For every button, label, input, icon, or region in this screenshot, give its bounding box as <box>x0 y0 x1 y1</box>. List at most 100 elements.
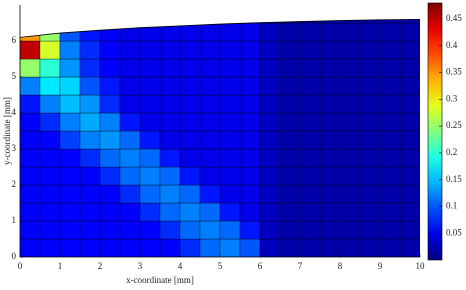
cell <box>79 58 101 78</box>
cell <box>179 40 201 60</box>
cell <box>99 184 121 204</box>
y-tick-label: 4 <box>12 107 17 117</box>
cell <box>319 40 341 60</box>
y-tick-label: 1 <box>12 215 17 225</box>
cell <box>199 76 221 96</box>
cell <box>279 166 301 186</box>
cell <box>319 112 341 132</box>
cell <box>20 202 41 222</box>
colorbar-tick-label: 0.2 <box>446 147 457 157</box>
colorbar <box>427 2 443 261</box>
cell <box>159 19 181 24</box>
cell <box>79 94 101 114</box>
cell <box>39 19 61 24</box>
cell <box>259 238 281 258</box>
cell <box>239 166 261 186</box>
cell <box>79 148 101 168</box>
y-tick-label: 0 <box>12 251 17 261</box>
colorbar-tick-label: 0.05 <box>446 227 462 237</box>
cell <box>199 130 221 150</box>
colorbar-tick-label: 0.25 <box>446 120 462 130</box>
cell <box>319 220 341 240</box>
x-tick-label: 10 <box>416 261 426 271</box>
cell <box>159 58 181 78</box>
cell <box>59 94 81 114</box>
cell <box>359 22 381 42</box>
cell <box>219 76 241 96</box>
cell <box>279 22 301 42</box>
cell <box>299 40 321 60</box>
cell <box>399 94 420 114</box>
cell <box>139 148 161 168</box>
cell <box>359 58 381 78</box>
cell <box>20 166 41 186</box>
cell <box>279 184 301 204</box>
cell <box>159 130 181 150</box>
cell <box>59 130 81 150</box>
cell <box>259 148 281 168</box>
cell <box>79 238 101 258</box>
colorbar-tick-label: 0.15 <box>446 174 462 184</box>
cell <box>379 148 401 168</box>
cell <box>20 58 41 78</box>
cell <box>179 238 201 258</box>
cell <box>219 202 241 222</box>
cell <box>339 238 361 258</box>
cell <box>279 220 301 240</box>
cell <box>20 94 41 114</box>
cell <box>119 58 141 78</box>
cell <box>259 130 281 150</box>
cell <box>239 184 261 204</box>
cell <box>279 76 301 96</box>
cell <box>119 220 141 240</box>
cell <box>339 19 361 24</box>
cell <box>319 22 341 42</box>
cell <box>359 112 381 132</box>
cell <box>39 220 61 240</box>
cell <box>239 19 261 24</box>
cell <box>179 202 201 222</box>
cell <box>59 238 81 258</box>
cell <box>20 148 41 168</box>
cell <box>199 19 221 24</box>
cell <box>359 94 381 114</box>
y-tick-label: 3 <box>12 143 17 153</box>
cell <box>59 166 81 186</box>
cell <box>99 58 121 78</box>
cell <box>139 40 161 60</box>
cell <box>319 166 341 186</box>
cell <box>20 19 41 24</box>
cell <box>219 148 241 168</box>
cell <box>259 112 281 132</box>
cell <box>239 112 261 132</box>
cell <box>259 22 281 42</box>
y-axis-label: y-coordinate [mm] <box>2 97 12 165</box>
cell <box>379 40 401 60</box>
cell <box>139 220 161 240</box>
cell <box>39 202 61 222</box>
x-tick-label: 1 <box>58 261 63 271</box>
cell <box>119 130 141 150</box>
cell <box>379 76 401 96</box>
cell <box>319 19 341 24</box>
cell <box>339 76 361 96</box>
cell <box>179 58 201 78</box>
cell <box>39 76 61 96</box>
cell <box>179 94 201 114</box>
cell <box>39 94 61 114</box>
cell <box>99 19 121 24</box>
cell <box>39 184 61 204</box>
cell <box>259 184 281 204</box>
cell <box>239 94 261 114</box>
x-tick-label: 0 <box>18 261 23 271</box>
cell <box>339 58 361 78</box>
cell <box>99 94 121 114</box>
cell <box>339 184 361 204</box>
cell <box>279 58 301 78</box>
cell <box>199 22 221 42</box>
cell <box>159 76 181 96</box>
cell <box>159 112 181 132</box>
cell <box>259 166 281 186</box>
cell <box>119 40 141 60</box>
cell <box>159 184 181 204</box>
